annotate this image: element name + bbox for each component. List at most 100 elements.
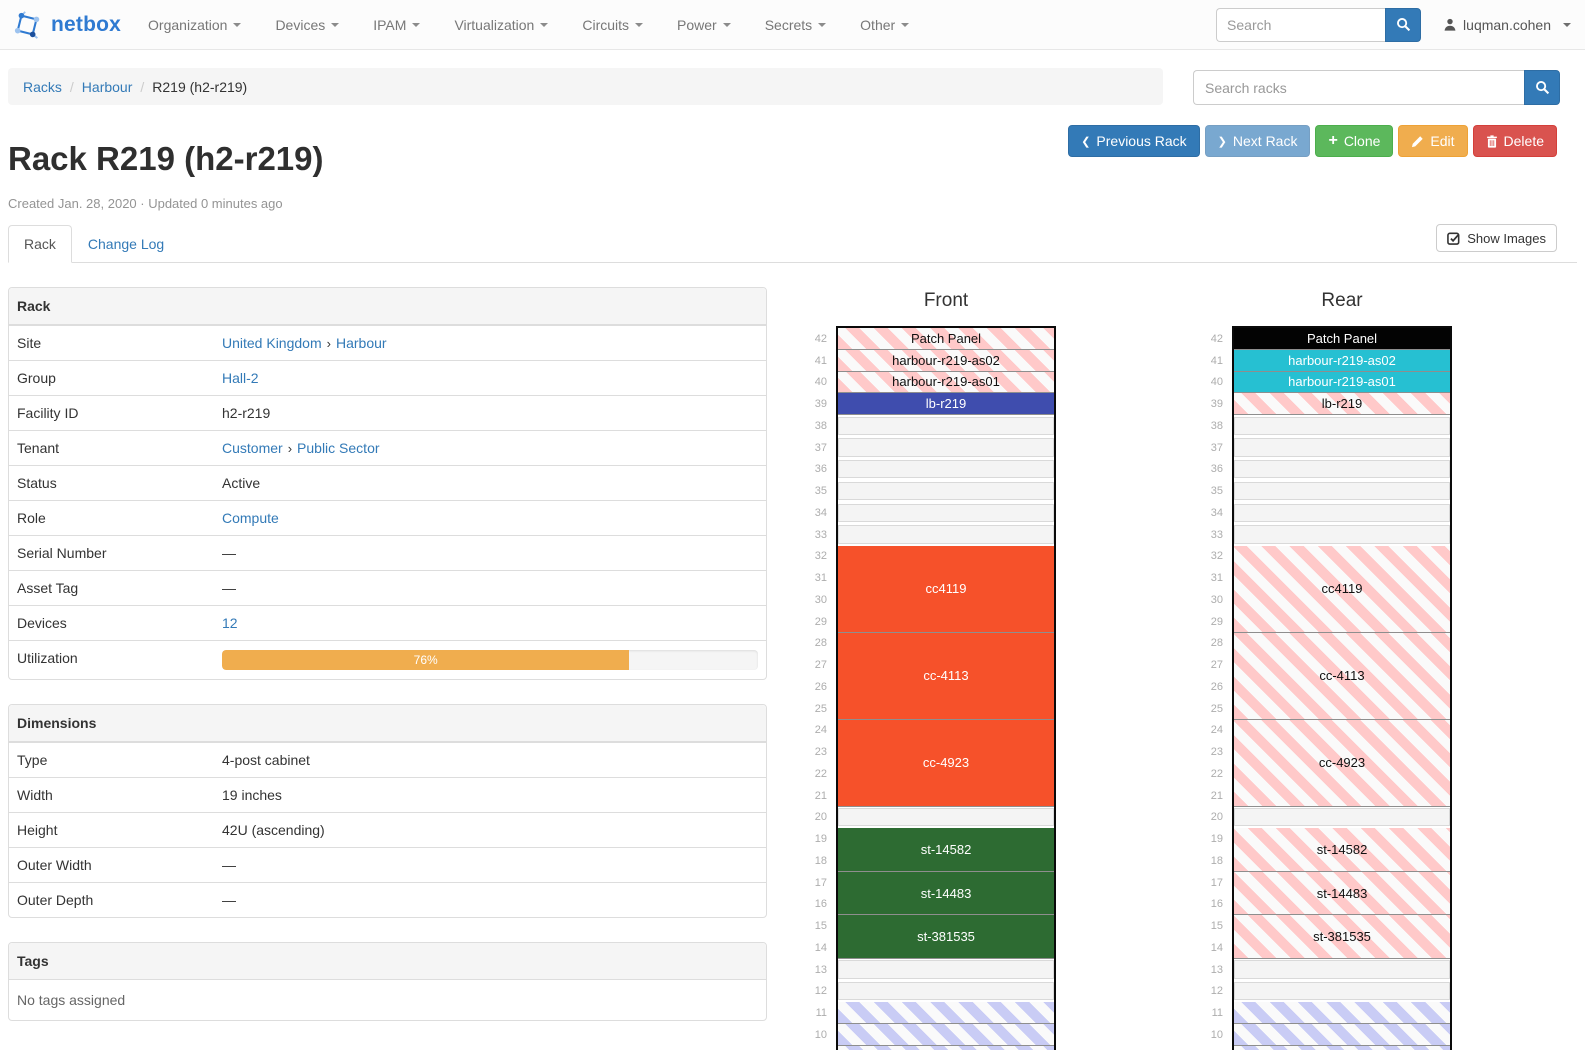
netbox-brand[interactable]: netbox — [0, 10, 131, 40]
chevron-down-icon — [722, 22, 731, 27]
ghost-device-cc-4113[interactable]: cc-4113 — [1234, 632, 1450, 720]
link-12[interactable]: 12 — [222, 615, 238, 631]
nav-item-virtualization[interactable]: Virtualization — [437, 0, 565, 49]
unit-number: 18 — [1210, 854, 1223, 867]
trash-icon — [1486, 134, 1498, 148]
rack-device-label: harbour-r219-as02 — [1288, 352, 1396, 368]
unit-number: 42 — [1210, 332, 1223, 345]
nav-item-devices[interactable]: Devices — [258, 0, 356, 49]
device-harbour-r219-as01[interactable]: harbour-r219-as01 — [1234, 371, 1450, 394]
previous-rack-button[interactable]: ❮ Previous Rack — [1068, 125, 1200, 157]
check-square-icon — [1447, 231, 1461, 245]
device-patch-panel[interactable]: Patch Panel — [1234, 328, 1450, 350]
row-label: Facility ID — [17, 405, 79, 421]
nav-item-circuits[interactable]: Circuits — [565, 0, 660, 49]
unit-number: 20 — [814, 811, 827, 824]
rack-unit-empty — [1234, 525, 1450, 544]
ghost-device-cc-4923[interactable]: cc-4923 — [1234, 719, 1450, 807]
nav-item-other[interactable]: Other — [843, 0, 926, 49]
link-public-sector[interactable]: Public Sector — [297, 440, 380, 456]
button-label: Clone — [1343, 133, 1381, 149]
panel-tags: Tags No tags assigned — [8, 942, 767, 1021]
nav-item-organization[interactable]: Organization — [131, 0, 258, 49]
user-menu[interactable]: luqman.cohen — [1443, 17, 1571, 33]
device-harbour-r219-as02[interactable]: harbour-r219-as02 — [1234, 349, 1450, 372]
device-st-14483[interactable]: st-14483 — [838, 871, 1054, 916]
link-customer[interactable]: Customer — [222, 440, 283, 456]
link-united-kingdom[interactable]: United Kingdom — [222, 335, 322, 351]
ghost-device-st-14483[interactable]: st-14483 — [1234, 871, 1450, 916]
nav-item-secrets[interactable]: Secrets — [748, 0, 843, 49]
device-cc4119[interactable]: cc4119 — [838, 545, 1054, 633]
chevron-down-icon — [233, 22, 242, 27]
unit-number: 38 — [1210, 419, 1223, 432]
nav-item-ipam[interactable]: IPAM — [356, 0, 437, 49]
unit-number: 31 — [1210, 572, 1223, 585]
panel-dimensions: Dimensions Type 4-post cabinet Width 19 inch… — [8, 704, 767, 918]
rack-unit-empty — [838, 808, 1054, 827]
row-label: Site — [17, 335, 42, 351]
ghost-device-patch-panel[interactable]: Patch Panel — [838, 328, 1054, 350]
rack-unit-empty — [1234, 481, 1450, 500]
device-cc-4923[interactable]: cc-4923 — [838, 719, 1054, 807]
clone-button[interactable]: + Clone — [1315, 125, 1394, 157]
device-lb-r219[interactable]: lb-r219 — [838, 393, 1054, 415]
unit-number: 39 — [1210, 398, 1223, 411]
rack-device-label: cc-4113 — [923, 668, 969, 683]
breadcrumb-harbour[interactable]: Harbour — [81, 78, 133, 95]
unit-number: 25 — [1210, 702, 1223, 715]
rack-unit-empty — [838, 460, 1054, 479]
global-search-button[interactable] — [1385, 7, 1422, 42]
reserved-unit — [838, 1002, 1054, 1024]
value-text: — — [222, 892, 236, 908]
value-text: — — [222, 580, 236, 596]
global-search-input[interactable] — [1216, 7, 1386, 42]
nav-item-label: Organization — [148, 16, 228, 33]
unit-number: 39 — [814, 398, 827, 411]
unit-number: 14 — [1210, 941, 1223, 954]
unit-number: 32 — [814, 550, 827, 563]
table-row-status: Status Active — [9, 465, 766, 500]
rack-unit-empty — [1234, 416, 1450, 435]
tab-rack[interactable]: Rack — [8, 225, 72, 263]
chevron-down-icon — [412, 22, 421, 27]
next-rack-button[interactable]: ❯ Next Rack — [1204, 125, 1311, 157]
unit-number: 29 — [814, 615, 827, 628]
rack-device-label: harbour-r219-as02 — [892, 352, 1000, 368]
ghost-device-lb-r219[interactable]: lb-r219 — [1234, 393, 1450, 415]
ghost-device-harbour-r219-as02[interactable]: harbour-r219-as02 — [838, 349, 1054, 372]
link-harbour[interactable]: Harbour — [335, 335, 387, 351]
value-text: 19 inches — [222, 787, 282, 803]
panel-body-text: No tags assigned — [17, 992, 126, 1008]
nav-item-power[interactable]: Power — [660, 0, 748, 49]
link-hall-2[interactable]: Hall-2 — [222, 370, 259, 386]
ghost-device-st-381535[interactable]: st-381535 — [1234, 915, 1450, 959]
ghost-device-cc4119[interactable]: cc4119 — [1234, 545, 1450, 633]
plus-icon: + — [1328, 132, 1338, 149]
rack-unit-empty — [1234, 503, 1450, 522]
chevron-down-icon — [635, 22, 644, 27]
link-compute[interactable]: Compute — [222, 510, 279, 526]
ghost-device-st-14582[interactable]: st-14582 — [1234, 828, 1450, 872]
rack-search — [1193, 70, 1560, 105]
rack-device-label: st-381535 — [917, 929, 975, 944]
device-cc-4113[interactable]: cc-4113 — [838, 632, 1054, 720]
value-text: 42U (ascending) — [222, 822, 325, 838]
rack-unit-empty — [838, 525, 1054, 544]
tab-change-log[interactable]: Change Log — [87, 236, 165, 252]
edit-button[interactable]: Edit — [1398, 125, 1468, 157]
ghost-device-harbour-r219-as01[interactable]: harbour-r219-as01 — [838, 371, 1054, 394]
utilization-fill: 76% — [222, 650, 630, 670]
rack-search-input[interactable] — [1193, 70, 1524, 105]
rack-search-button[interactable] — [1524, 70, 1560, 105]
chevron-down-icon — [540, 22, 549, 27]
row-value: 42U (ascending) — [214, 813, 766, 847]
rack-device-label: st-14483 — [1316, 885, 1368, 901]
rack-device-label: st-14483 — [920, 885, 972, 901]
table-row-role: Role Compute — [9, 500, 766, 535]
delete-button[interactable]: Delete — [1472, 125, 1557, 157]
breadcrumb-racks[interactable]: Racks — [23, 78, 62, 95]
show-images-button[interactable]: Show Images — [1436, 224, 1557, 252]
device-st-14582[interactable]: st-14582 — [838, 828, 1054, 872]
device-st-381535[interactable]: st-381535 — [838, 915, 1054, 959]
